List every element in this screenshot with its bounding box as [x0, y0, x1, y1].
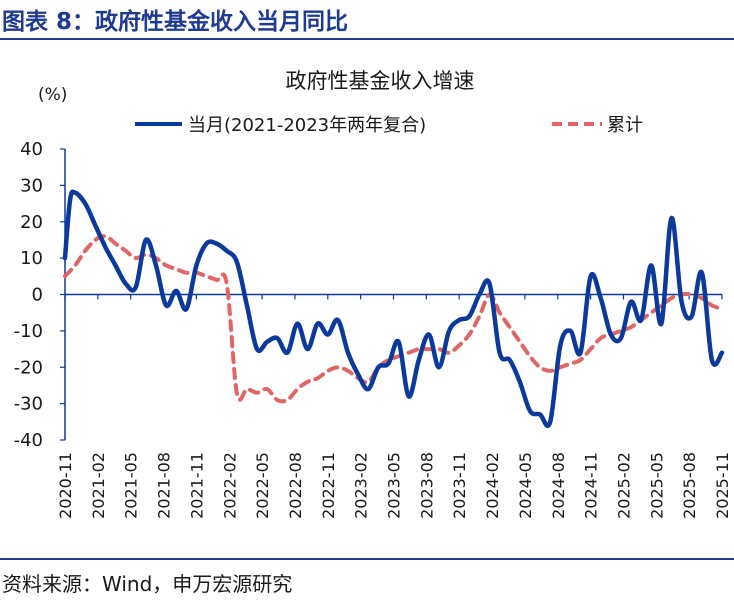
x-tick-label: 2021-11	[187, 452, 206, 519]
x-tick-label: 2023-08	[417, 452, 436, 519]
x-tick-label: 2021-02	[89, 452, 108, 519]
x-tick-label: 2025-08	[680, 452, 699, 519]
legend-label-monthly: 当月(2021-2023年两年复合)	[188, 115, 426, 136]
y-tick-label: -40	[14, 430, 43, 451]
x-tick-label: 2022-08	[286, 452, 305, 519]
x-tick-label: 2021-08	[155, 452, 174, 519]
y-tick-label: 0	[32, 285, 43, 306]
figure-title: 图表 8：政府性基金收入当月同比	[2, 9, 349, 35]
x-tick-label: 2022-02	[220, 452, 239, 519]
y-tick-label: 20	[20, 212, 43, 233]
chart: 政府性基金收入增速 (%) 当月(2021-2023年两年复合) 累计 40 30…	[14, 69, 732, 519]
y-tick-label: 10	[20, 248, 43, 269]
y-tick-labels: 40 30 20 10 0 -10 -20 -30 -40	[14, 139, 43, 451]
y-tick-label: 40	[20, 139, 43, 160]
legend-label-cumulative: 累计	[607, 115, 643, 136]
y-axis-unit-label: (%)	[38, 85, 67, 105]
axes	[60, 148, 723, 441]
source-note: 资料来源：Wind，申万宏源研究	[2, 572, 293, 596]
x-tick-label: 2023-02	[352, 452, 371, 519]
y-tick-label: -20	[14, 357, 43, 378]
series-line-cumulative	[63, 234, 724, 404]
x-tick-label: 2024-05	[516, 452, 535, 519]
legend: 当月(2021-2023年两年复合) 累计	[135, 115, 643, 136]
x-tick-label: 2023-11	[450, 452, 469, 519]
x-tick-label: 2022-05	[253, 452, 272, 519]
x-tick-label: 2020-11	[56, 452, 75, 519]
x-tick-label: 2023-05	[385, 452, 404, 519]
x-tick-label: 2024-02	[483, 452, 502, 519]
x-tick-label: 2025-11	[713, 452, 732, 519]
x-tick-labels: 2020-11 2021-02 2021-05 2021-08 2021-11 2022-…	[56, 452, 732, 519]
x-tick-label: 2024-11	[582, 452, 601, 519]
y-tick-label: -30	[14, 394, 43, 415]
y-tick-label: -10	[14, 321, 43, 342]
x-tick-label: 2021-05	[122, 452, 141, 519]
footer-rule	[0, 558, 734, 560]
x-tick-label: 2022-11	[319, 452, 338, 519]
series-group	[62, 189, 725, 429]
chart-title: 政府性基金收入增速	[286, 69, 475, 93]
series-line-monthly	[62, 189, 725, 429]
x-tick-label: 2024-08	[549, 452, 568, 519]
title-rule	[0, 38, 734, 40]
y-tick-label: 30	[20, 175, 43, 196]
x-tick-label: 2025-02	[614, 452, 633, 519]
x-tick-label: 2025-05	[647, 452, 666, 519]
